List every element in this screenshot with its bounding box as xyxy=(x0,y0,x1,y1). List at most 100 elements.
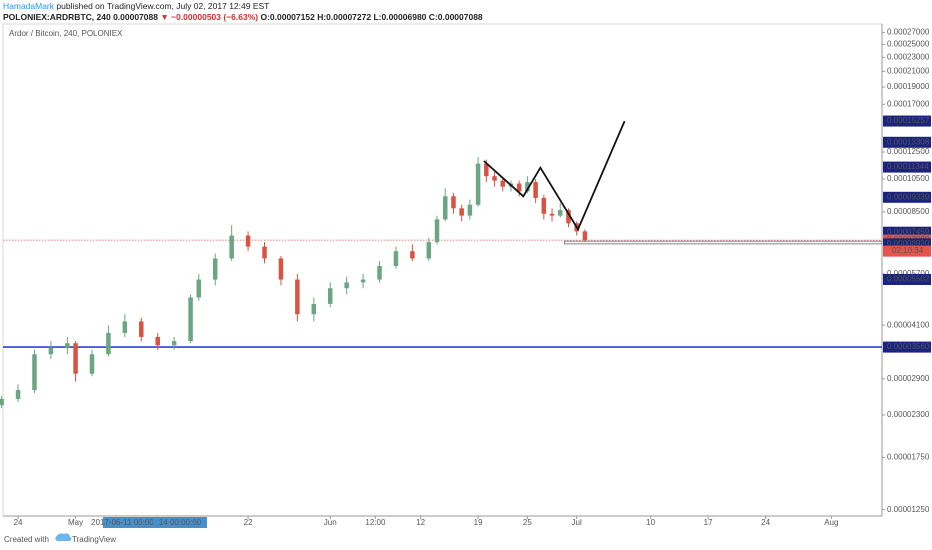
highlight-label: 2017-06-11 00:00:00 xyxy=(91,518,165,527)
price-label-bg xyxy=(883,341,931,353)
x-tick-label: Aug xyxy=(824,518,838,527)
range-box xyxy=(563,240,883,245)
candle-body xyxy=(434,219,440,243)
candle-body xyxy=(426,242,432,259)
published: published on TradingView.com, July 02, 2… xyxy=(56,1,269,11)
x-tick-label: 19 xyxy=(474,518,483,527)
high: H:0.00007272 xyxy=(317,12,371,22)
y-tick-label: 0.00001250 xyxy=(887,505,930,514)
candle-body xyxy=(484,163,489,177)
change: ▼ −0.00000503 (−6.63%) xyxy=(160,12,258,22)
x-tick-label: May xyxy=(68,518,83,527)
y-tick-label: 0.00027000 xyxy=(887,28,930,37)
candle-body xyxy=(582,231,588,241)
y-tick-label: 0.00002900 xyxy=(887,374,930,383)
y-tick-label: 0.00010500 xyxy=(887,174,930,183)
footer-brand[interactable]: TradingView xyxy=(72,535,116,544)
candle-body xyxy=(48,347,54,355)
y-tick-label: 0.00005700 xyxy=(887,269,930,278)
footer-created: Created with xyxy=(4,535,49,544)
candle-body xyxy=(155,336,160,346)
candle-body xyxy=(516,183,522,192)
last-price: 0.00007088 xyxy=(113,12,158,22)
candle-body xyxy=(245,235,251,247)
x-tick-label: 24 xyxy=(14,518,23,527)
y-tick-label: 0.00008500 xyxy=(887,207,930,216)
candle-body xyxy=(327,288,333,304)
price-label: 0.00003560 xyxy=(887,342,930,351)
candle-body xyxy=(557,210,563,216)
x-tick-label: Jun xyxy=(324,518,337,527)
price-label: 0.00015257 xyxy=(887,116,930,125)
open: O:0.00007152 xyxy=(260,12,315,22)
price-label: 0.00011344 xyxy=(887,162,929,171)
y-tick-label: 0.00004100 xyxy=(887,320,930,329)
x-tick-label: 12:00 xyxy=(365,518,386,527)
y-tick-label: 0.00002300 xyxy=(887,410,930,419)
candle-body xyxy=(410,251,415,259)
candle-body xyxy=(212,258,218,280)
price-label-bg xyxy=(883,136,931,148)
candle-body xyxy=(89,354,95,374)
price-label: 0.00005502 xyxy=(887,275,930,284)
x-tick-label: 22 xyxy=(244,518,253,527)
countdown-bg xyxy=(883,245,931,257)
header-line-1: HamadaMark published on TradingView.com,… xyxy=(3,1,269,11)
candle-body xyxy=(139,321,144,337)
candle-body xyxy=(15,390,21,399)
candle-body xyxy=(500,180,505,187)
candle-body xyxy=(32,354,37,391)
chart-title: Ardor / Bitcoin, 240, POLONIEX xyxy=(9,29,123,38)
price-label-bg xyxy=(883,226,931,238)
brand-logo xyxy=(55,533,72,541)
countdown: 02:10:34 xyxy=(892,246,924,255)
y-tick-label: 0.00017000 xyxy=(887,99,930,108)
candle-body xyxy=(525,182,530,192)
candle-body xyxy=(0,398,4,406)
x-tick-label: 25 xyxy=(523,518,532,527)
projection-drawing xyxy=(483,120,626,232)
candle-body xyxy=(459,208,464,216)
y-tick-label: 0.00019000 xyxy=(887,82,930,91)
candle-body xyxy=(393,251,399,267)
highlight-label-bg xyxy=(103,517,153,528)
candle-body xyxy=(229,235,234,259)
candle-body xyxy=(475,163,481,205)
price-label-bg xyxy=(883,238,931,250)
candle-body xyxy=(171,341,177,346)
candle-body xyxy=(360,279,366,283)
y-tick-label: 0.00023000 xyxy=(887,52,930,61)
x-tick-label: 24 xyxy=(761,518,770,527)
price-label: 0.00007459 xyxy=(887,227,930,236)
candle-body xyxy=(566,210,571,224)
candle-body xyxy=(467,204,473,216)
candle-body xyxy=(262,246,267,259)
candle-body xyxy=(188,297,193,342)
x-tick-label: 12 xyxy=(416,518,425,527)
symbol: POLONIEX:ARDRBTC, 240 xyxy=(3,12,111,22)
candle-body xyxy=(196,279,202,298)
close: C:0.00007088 xyxy=(429,12,483,22)
x-tick-label: 17 xyxy=(704,518,713,527)
highlight-label: 14 00:00:00 xyxy=(159,518,202,527)
price-label: 0.00009339 xyxy=(887,192,930,201)
price-label-bg xyxy=(883,273,931,285)
price-label: 0.00006920 xyxy=(887,239,930,248)
price-label-bg xyxy=(883,191,931,203)
candle-body xyxy=(106,332,111,355)
x-tick-label: 10 xyxy=(646,518,655,527)
candle-body xyxy=(549,213,555,216)
x-tick-label: Jul xyxy=(572,518,582,527)
candle-body xyxy=(278,258,284,280)
candle-body xyxy=(377,266,382,280)
highlight-label-bg xyxy=(153,517,207,528)
y-tick-label: 0.00001750 xyxy=(887,453,930,462)
author[interactable]: HamadaMark xyxy=(3,1,55,11)
y-tick-label: 0.00025000 xyxy=(887,39,930,48)
price-label-bg xyxy=(883,115,931,127)
candle-body xyxy=(451,196,456,209)
candle-body xyxy=(541,197,547,214)
candle-body xyxy=(65,343,70,348)
